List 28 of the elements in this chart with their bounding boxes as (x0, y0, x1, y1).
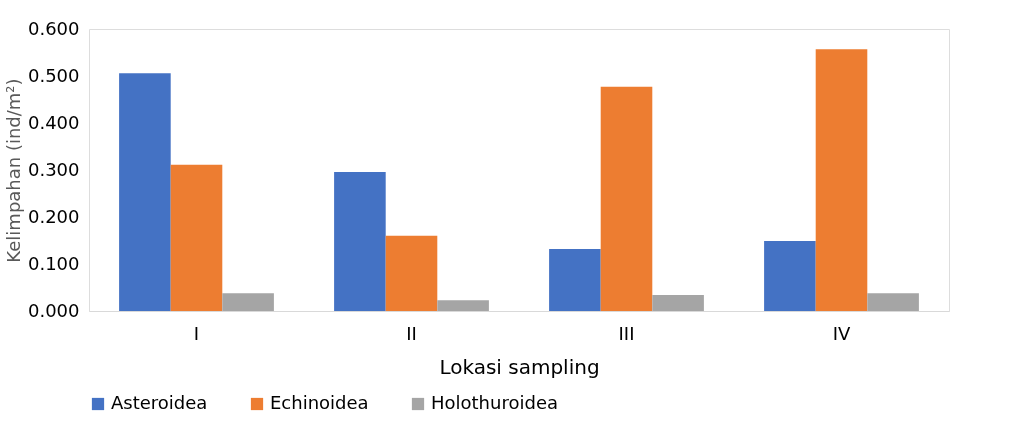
legend-label: Holothuroidea (431, 392, 558, 413)
bar (549, 248, 601, 311)
bar (764, 240, 816, 311)
bar (652, 295, 704, 311)
y-tick-label: 0.000 (27, 299, 80, 321)
x-tick-label: III (618, 322, 635, 344)
bar (600, 86, 653, 311)
x-tick-label: IV (832, 322, 851, 344)
y-tick-label: 0.500 (27, 64, 80, 86)
x-tick-label: II (406, 322, 417, 344)
bar (815, 49, 868, 311)
y-tick-label: 0.300 (27, 158, 80, 180)
legend-label: Asteroidea (111, 392, 208, 413)
y-tick-label: 0.600 (27, 17, 80, 39)
bar (222, 293, 274, 311)
x-tick-label: I (193, 322, 200, 344)
x-axis-title: Lokasi sampling (439, 354, 600, 379)
legend-label: Echinoidea (270, 392, 369, 413)
bar (385, 235, 438, 311)
bar (867, 293, 919, 311)
y-axis-title: Kelimpahan (ind/m²) (2, 78, 24, 263)
bar (437, 300, 489, 311)
bar (334, 171, 386, 311)
y-tick-label: 0.100 (27, 252, 80, 274)
bar (170, 164, 223, 311)
y-tick-label: 0.200 (27, 205, 80, 227)
bar (119, 73, 171, 311)
y-tick-label: 0.400 (27, 111, 80, 133)
